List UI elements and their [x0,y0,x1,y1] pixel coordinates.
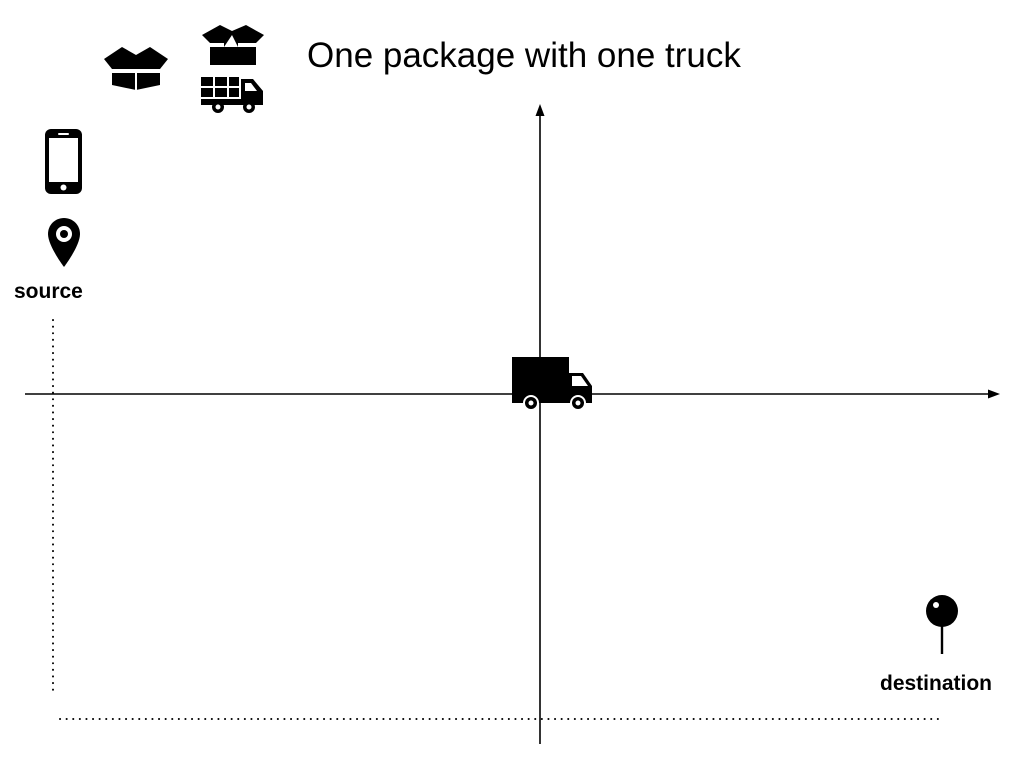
destination-push-pin-icon [926,595,958,654]
open-box-icon [104,47,168,90]
source-location-pin-icon [48,218,80,267]
delivery-truck-icon [512,357,592,411]
source-label: source [14,280,83,303]
destination-label: destination [880,672,993,695]
horizontal-axis-arrowhead [988,389,1000,399]
vertical-axis-arrowhead [535,104,545,116]
delivery-truck-small-icon [201,77,263,113]
smartphone-icon [45,129,82,194]
horizontal-axis [25,389,1000,399]
vertical-axis [535,104,545,744]
diagram-title: One package with one truck [307,36,741,75]
open-box-stacked-icon [202,25,264,65]
